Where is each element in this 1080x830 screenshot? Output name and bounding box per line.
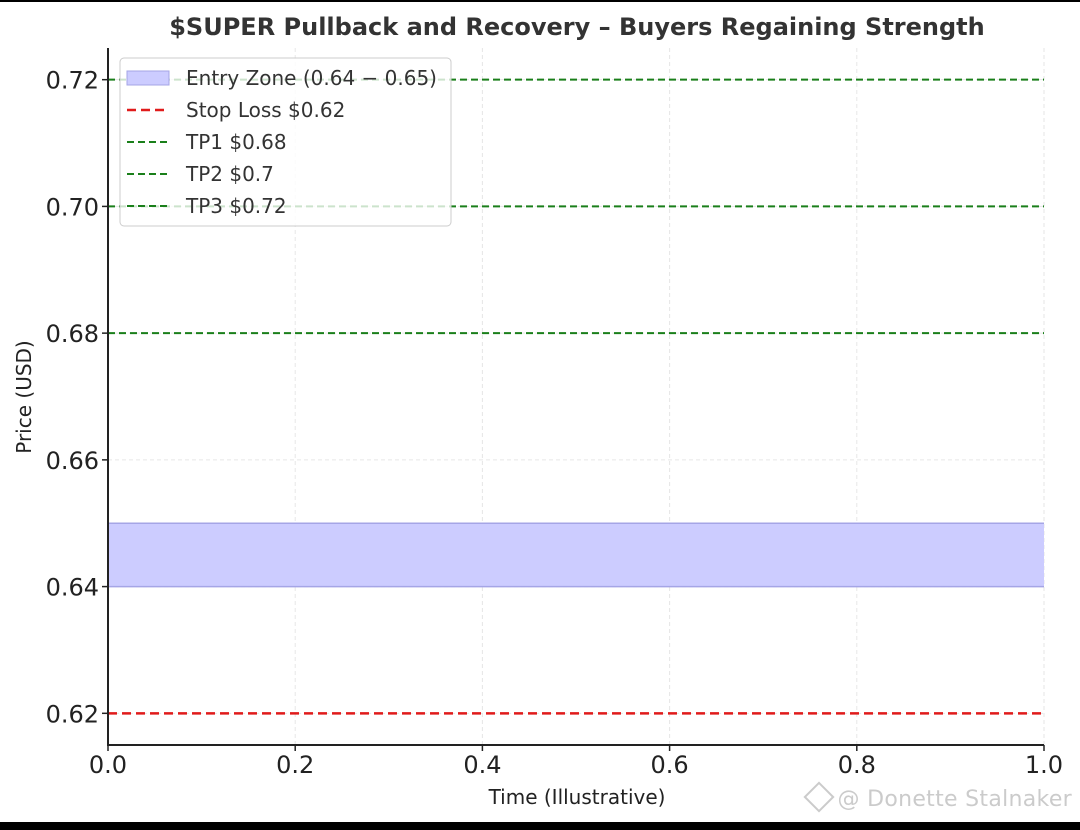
x-axis-label: Time (Illustrative) [488, 785, 666, 809]
legend-label: Entry Zone (0.64 − 0.65) [186, 66, 437, 90]
y-tick-label: 0.68 [46, 320, 99, 348]
entry-zone-band [108, 523, 1044, 587]
zone-layer [108, 522, 1044, 588]
legend-box [119, 57, 452, 227]
chart-title: $SUPER Pullback and Recovery – Buyers Re… [169, 13, 985, 41]
watermark: @ Donette Stalnaker [802, 781, 1073, 813]
x-tick-label: 0.2 [276, 751, 314, 779]
x-tick-label: 0.6 [651, 751, 689, 779]
y-tick-label: 0.66 [46, 447, 99, 475]
legend-label: TP1 $0.68 [185, 130, 287, 154]
y-tick-label: 0.64 [46, 574, 99, 602]
x-tick-label: 0.0 [89, 751, 127, 779]
x-tick-label: 0.8 [838, 751, 876, 779]
binance-logo-icon [802, 781, 835, 813]
x-tick-label: 1.0 [1025, 751, 1063, 779]
top-border [0, 0, 1080, 2]
bottom-border [0, 822, 1080, 830]
watermark-text: @ Donette Stalnaker [837, 787, 1072, 812]
legend: Entry Zone (0.64 − 0.65) Stop Loss $0.62 T… [119, 57, 452, 227]
legend-label: TP2 $0.7 [185, 162, 274, 186]
y-axis-label: Price (USD) [12, 340, 36, 454]
y-tick-label: 0.72 [46, 67, 99, 95]
y-tick-label: 0.62 [46, 700, 99, 728]
legend-label: Stop Loss $0.62 [186, 98, 345, 122]
x-tick-label: 0.4 [463, 751, 501, 779]
legend-swatch-entry-zone [126, 70, 170, 86]
axes: 0.0 0.2 0.4 0.6 0.8 1.0 0.62 0.64 0.66 0.68 0.70 0.… [46, 48, 1063, 779]
y-tick-label: 0.70 [46, 193, 99, 221]
legend-label: TP3 $0.72 [185, 194, 287, 218]
